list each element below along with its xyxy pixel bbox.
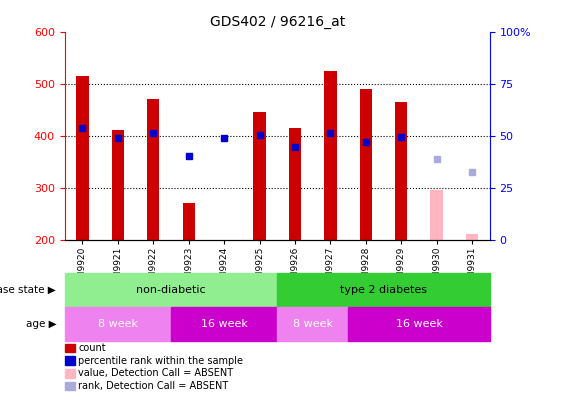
Text: rank, Detection Call = ABSENT: rank, Detection Call = ABSENT [78,381,229,391]
Text: 16 week: 16 week [396,319,443,329]
Bar [278,273,490,307]
Bar [253,112,266,240]
Bar [76,76,88,240]
Text: disease state ▶: disease state ▶ [0,285,56,295]
Text: count: count [78,343,106,353]
Bar [147,99,159,240]
Bar [360,89,372,240]
Text: percentile rank within the sample: percentile rank within the sample [78,356,243,366]
Text: non-diabetic: non-diabetic [136,285,206,295]
Text: type 2 diabetes: type 2 diabetes [340,285,427,295]
Bar [395,102,408,240]
Bar [289,128,301,240]
Bar [111,130,124,240]
Title: GDS402 / 96216_at: GDS402 / 96216_at [209,15,345,29]
Text: 8 week: 8 week [293,319,333,329]
Text: 8 week: 8 week [98,319,138,329]
Bar [466,234,479,240]
Text: value, Detection Call = ABSENT: value, Detection Call = ABSENT [78,368,234,379]
Bar [348,307,490,341]
Bar [171,307,277,341]
Bar [65,307,171,341]
Bar [278,307,348,341]
Text: age ▶: age ▶ [26,319,56,329]
Text: 16 week: 16 week [200,319,248,329]
Bar [182,203,195,240]
Bar [65,273,278,307]
Bar [431,190,443,240]
Bar [324,70,337,240]
